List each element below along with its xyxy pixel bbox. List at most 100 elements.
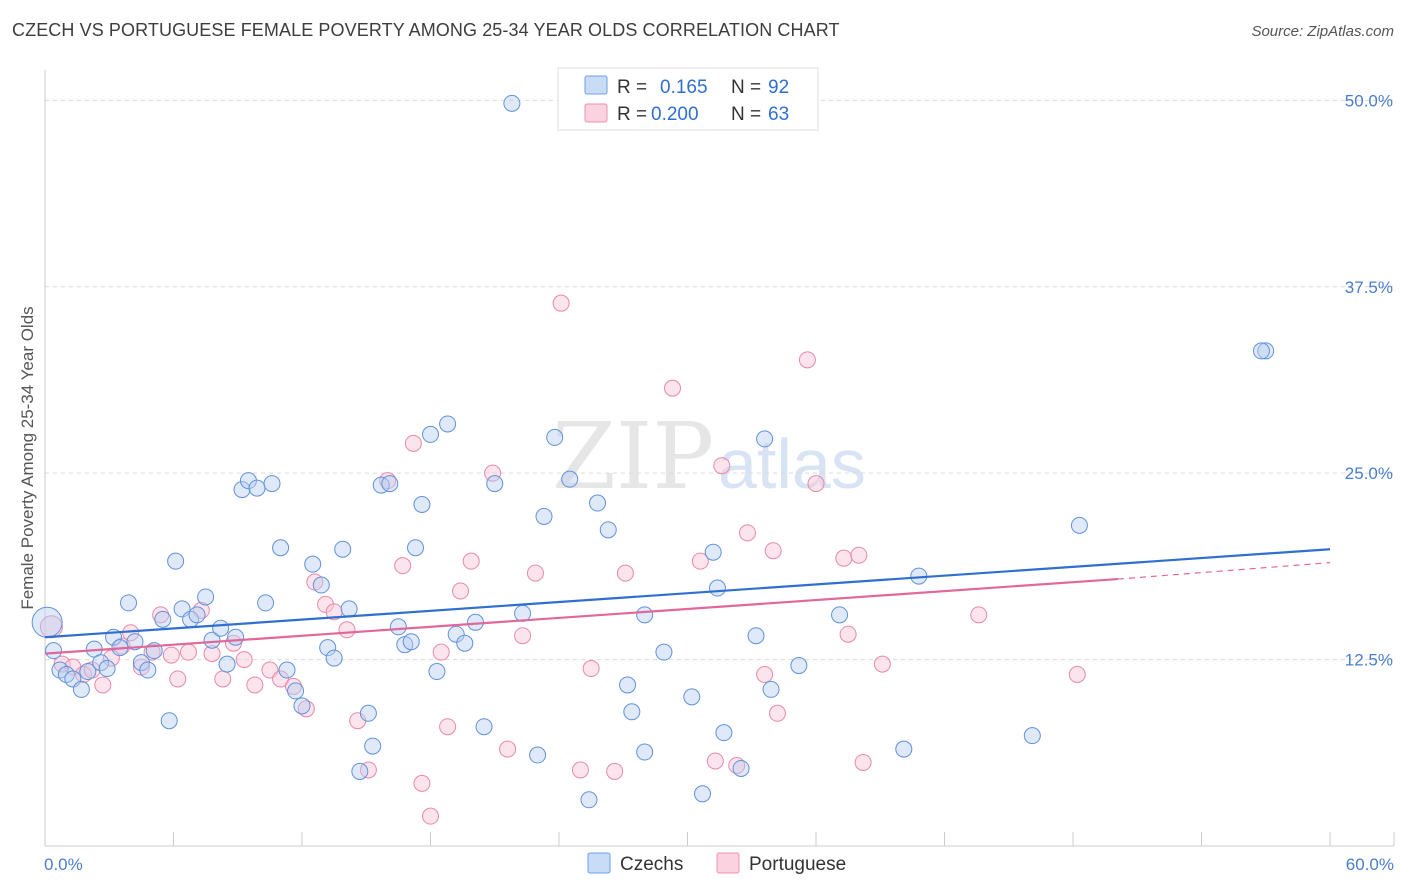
czechs-point: [272, 539, 290, 557]
czechs-point: [580, 791, 598, 809]
bottom-legend-label-czechs: Czechs: [620, 854, 683, 875]
czechs-point: [381, 475, 399, 493]
czechs-point: [304, 555, 322, 573]
czechs-point: [372, 476, 390, 494]
czechs-point: [456, 634, 474, 652]
watermark-atlas: atlas: [718, 425, 866, 503]
czechs-point: [227, 628, 245, 646]
portuguese-point: [422, 807, 439, 825]
portuguese-point: [582, 660, 600, 678]
czechs-point: [561, 470, 579, 488]
portuguese-point: [317, 595, 335, 613]
czechs-point: [439, 415, 457, 433]
czechs-points: [31, 94, 1275, 809]
legend-n-value-czechs: 92: [768, 77, 789, 98]
czechs-point: [248, 479, 266, 497]
portuguese-point: [839, 625, 857, 643]
portuguese-point: [664, 379, 682, 397]
czechs-point: [312, 576, 330, 594]
bottom-legend-swatch-czechs: [587, 852, 611, 874]
czechs-point: [790, 657, 808, 675]
czechs-point: [683, 688, 701, 706]
portuguese-point: [764, 542, 782, 560]
portuguese-point: [451, 582, 469, 600]
czechs-point: [546, 428, 564, 446]
bottom-legend: Czechs Portuguese: [587, 852, 846, 875]
portuguese-point: [738, 524, 756, 542]
y-tick-label: 25.0%: [1345, 464, 1393, 483]
portuguese-point: [616, 564, 634, 582]
x-tick-label-max: 60.0%: [1346, 855, 1394, 874]
portuguese-point: [514, 627, 532, 645]
czechs-point: [154, 610, 172, 628]
czechs-point: [139, 661, 157, 679]
czechs-point: [120, 594, 138, 612]
legend-r-value-portuguese: 0.200: [651, 104, 699, 125]
czechs-point: [895, 740, 913, 758]
czechs-point: [72, 680, 90, 698]
czechs-point: [623, 703, 641, 721]
czechs-point: [831, 606, 849, 624]
czechs-point: [334, 540, 352, 558]
czechs-point: [278, 661, 296, 679]
czechs-point: [1070, 516, 1088, 534]
czechs-point: [239, 472, 257, 490]
portuguese-point: [413, 774, 431, 792]
y-tick-label: 12.5%: [1345, 651, 1393, 670]
portuguese-point: [873, 655, 891, 673]
czechs-point: [655, 643, 673, 661]
czechs-point: [257, 594, 275, 612]
x-axis-ticks: [44, 832, 1395, 846]
portuguese-point: [214, 670, 232, 688]
portuguese-point: [526, 564, 544, 582]
czechs-point: [708, 579, 726, 597]
source-label: Source: ZipAtlas.com: [1251, 23, 1394, 40]
czechs-point: [486, 475, 504, 493]
czechs-point: [351, 762, 369, 780]
y-tick-label: 50.0%: [1345, 91, 1393, 110]
portuguese-point: [970, 606, 988, 624]
czechs-point: [126, 633, 144, 651]
legend-swatch-portuguese: [584, 103, 608, 123]
czechs-point: [447, 625, 465, 643]
portuguese-point: [484, 464, 502, 482]
portuguese-point: [713, 457, 731, 475]
czechs-point: [287, 682, 305, 700]
portuguese-point: [606, 762, 624, 780]
czechs-point: [475, 718, 493, 736]
portuguese-point: [152, 606, 170, 624]
czechs-point: [413, 496, 431, 514]
portuguese-point: [169, 670, 187, 688]
czechs-point: [45, 642, 63, 660]
czechs-point: [203, 631, 221, 649]
legend-r-value-czechs: 0.165: [660, 77, 708, 98]
czechs-point: [715, 724, 733, 742]
watermark-zip: ZIP: [552, 403, 714, 510]
portuguese-point: [854, 753, 872, 771]
portuguese-points: [39, 294, 1086, 825]
portuguese-point: [691, 552, 709, 570]
portuguese-point: [94, 676, 112, 694]
czechs-point: [389, 618, 407, 636]
portuguese-point: [338, 621, 356, 639]
portuguese-point: [284, 677, 302, 695]
chart-title: CZECH VS PORTUGUESE FEMALE POVERTY AMONG…: [12, 20, 840, 40]
portuguese-point: [235, 651, 253, 669]
czechs-point: [732, 759, 750, 777]
czechs-point: [704, 543, 722, 561]
czechs-point: [503, 94, 521, 112]
czechs-point: [1257, 342, 1275, 360]
czechs-point: [756, 430, 774, 448]
czechs-point: [364, 737, 382, 755]
portuguese-point: [394, 557, 412, 575]
czechs-point: [79, 663, 97, 681]
portuguese-trend-line: [44, 577, 1119, 655]
czechs-point: [293, 697, 311, 715]
czechs-point: [212, 619, 230, 637]
portuguese-point: [706, 752, 724, 770]
czechs-point: [402, 633, 420, 651]
czechs-point: [599, 521, 617, 539]
czechs-point: [693, 785, 711, 803]
czechs-point: [263, 475, 281, 493]
portuguese-point: [462, 552, 480, 570]
